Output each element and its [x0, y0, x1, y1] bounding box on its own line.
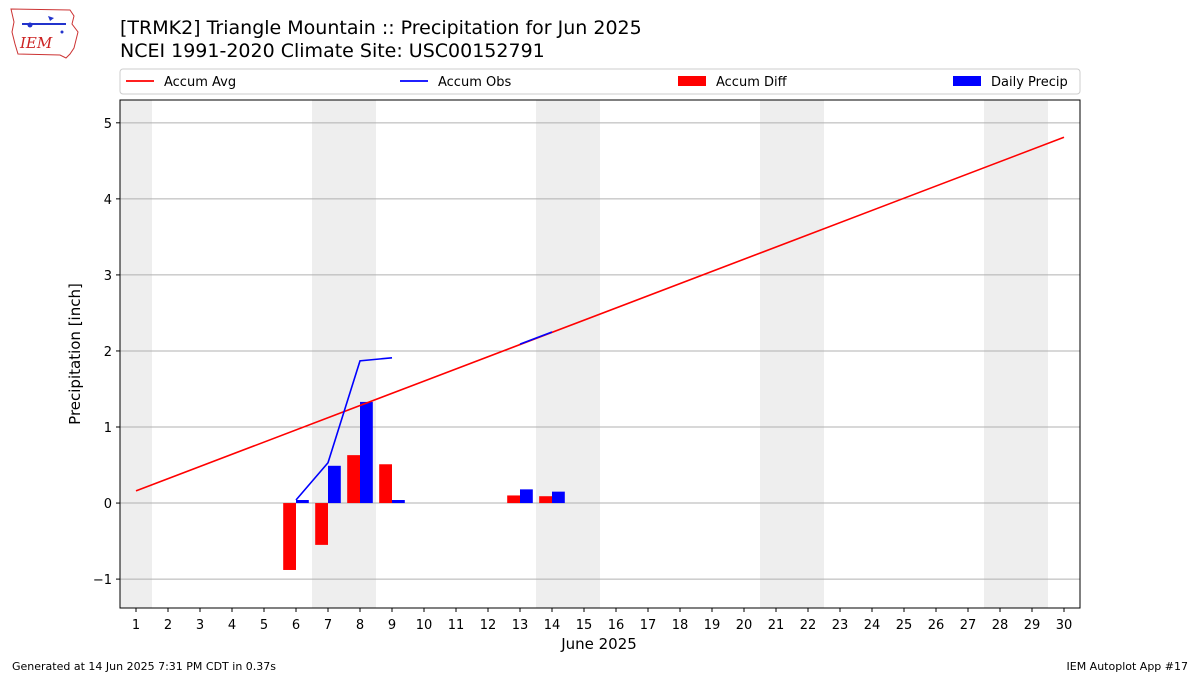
x-tick-label: 10	[416, 618, 433, 633]
app-credit: IEM Autoplot App #17	[1066, 660, 1189, 673]
x-tick-label: 28	[992, 618, 1009, 633]
x-tick-label: 22	[800, 618, 817, 633]
weekend-shade	[536, 100, 568, 608]
accum-diff-bar	[283, 503, 296, 570]
weekend-shade	[792, 100, 824, 608]
x-tick-label: 17	[640, 618, 657, 633]
x-tick-label: 25	[896, 618, 913, 633]
x-tick-label: 20	[736, 618, 753, 633]
weekend-shade	[760, 100, 792, 608]
accum-diff-bar	[315, 503, 328, 545]
y-tick-label: 4	[104, 193, 112, 208]
x-tick-label: 1	[132, 618, 140, 633]
chart-legend: Accum Avg Accum Obs Accum Diff Daily Precip	[119, 68, 1081, 95]
x-tick-label: 24	[864, 618, 881, 633]
iowa-state-outline	[10, 8, 79, 59]
x-tick-label: 13	[512, 618, 529, 633]
x-tick-label: 4	[228, 618, 236, 633]
x-tick-label: 30	[1056, 618, 1073, 633]
y-tick-label: 5	[104, 117, 112, 132]
plot-frame	[119, 99, 1081, 609]
weekend-shade	[120, 100, 152, 608]
daily-precip-bar	[328, 465, 341, 504]
y-tick-label: 1	[104, 421, 112, 436]
x-tick-label: 15	[576, 618, 593, 633]
x-tick-label: 19	[704, 618, 721, 633]
x-tick-label: 6	[292, 618, 300, 633]
daily-precip-bar	[520, 489, 533, 504]
x-tick-label: 26	[928, 618, 945, 633]
legend-swatch-bar	[678, 76, 706, 86]
y-axis-label: Precipitation [inch]	[66, 283, 84, 425]
x-tick-label: 23	[832, 618, 849, 633]
legend-label: Accum Avg	[164, 75, 236, 90]
daily-precip-bar	[296, 500, 309, 504]
x-tick-label: 16	[608, 618, 625, 633]
x-tick-label: 5	[260, 618, 268, 633]
accum-obs-line	[519, 331, 553, 345]
x-tick-label: 27	[960, 618, 977, 633]
accum-diff-bar	[379, 464, 392, 504]
generated-note: Generated at 14 Jun 2025 7:31 PM CDT in …	[12, 660, 277, 673]
x-tick-label: 21	[768, 618, 785, 633]
accum-diff-bar	[507, 495, 520, 504]
logo-text: IEM	[19, 34, 53, 52]
x-tick-label: 18	[672, 618, 689, 633]
accum-diff-bar	[539, 496, 552, 504]
iem-logo: IEM	[10, 8, 79, 59]
x-tick-label: 29	[1024, 618, 1041, 633]
weekend-shade	[568, 100, 600, 608]
x-tick-label: 9	[388, 618, 396, 633]
accum-diff-bar	[347, 455, 360, 504]
legend-label: Accum Diff	[716, 75, 788, 90]
daily-precip-bar	[360, 401, 373, 504]
legend-box	[119, 68, 1081, 95]
y-tick-label: −1	[93, 573, 112, 588]
chart-title: [TRMK2] Triangle Mountain :: Precipitati…	[120, 17, 642, 39]
weekend-shade	[984, 100, 1016, 608]
x-tick-label: 2	[164, 618, 172, 633]
legend-label: Daily Precip	[991, 75, 1068, 90]
daily-precip-bar	[552, 491, 565, 504]
weekend-shade	[344, 100, 376, 608]
x-tick-label: 14	[544, 618, 561, 633]
daily-precip-bar	[392, 500, 405, 504]
accum-avg-line	[135, 136, 1065, 492]
y-tick-label: 2	[104, 345, 112, 360]
legend-swatch-bar	[953, 76, 981, 86]
x-tick-label: 8	[356, 618, 364, 633]
accum-obs-line	[295, 357, 393, 501]
x-tick-label: 11	[448, 618, 465, 633]
x-tick-label: 3	[196, 618, 204, 633]
y-tick-label: 0	[104, 497, 112, 512]
y-tick-label: 3	[104, 269, 112, 284]
weekend-shade	[1016, 100, 1048, 608]
chart-subtitle: NCEI 1991-2020 Climate Site: USC00152791	[120, 40, 545, 62]
x-axis-label: June 2025	[560, 635, 637, 653]
x-tick-label: 12	[480, 618, 497, 633]
legend-label: Accum Obs	[438, 75, 511, 90]
x-tick-label: 7	[324, 618, 332, 633]
